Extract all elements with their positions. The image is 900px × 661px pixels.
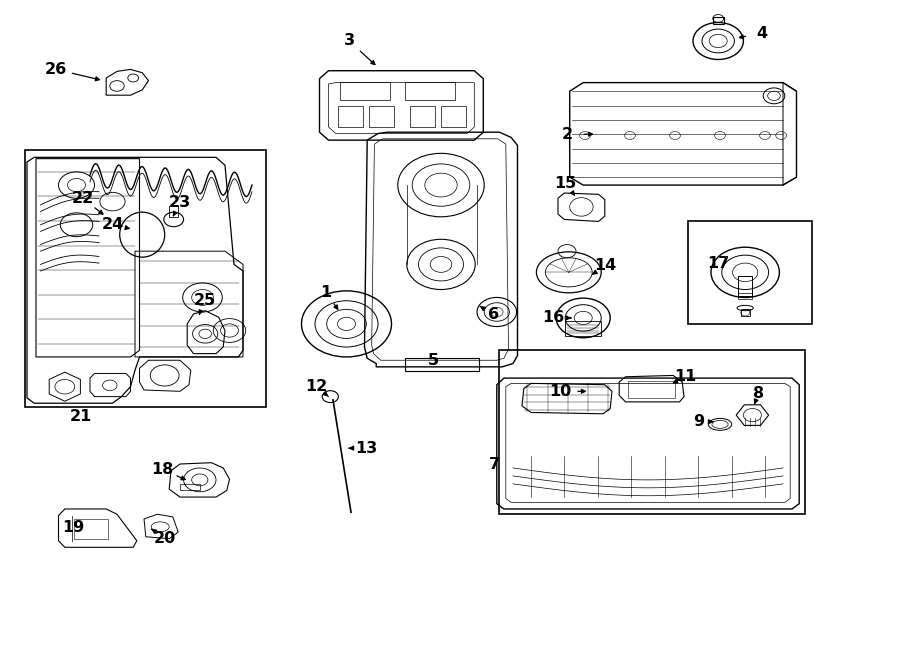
Text: 16: 16 [543,311,564,325]
Text: 26: 26 [45,62,67,77]
Text: 4: 4 [757,26,768,40]
Bar [180,484,200,490]
Bar [441,106,466,127]
Text: 25: 25 [194,293,216,308]
Text: 11: 11 [675,369,697,384]
Text: 3: 3 [344,34,355,48]
Text: 15: 15 [554,176,576,190]
Bar [340,82,390,100]
Text: 20: 20 [154,531,176,545]
Bar [741,309,750,316]
Bar [405,82,454,100]
Text: 12: 12 [306,379,328,394]
Bar [405,358,479,371]
Text: 19: 19 [63,520,85,535]
Text: 18: 18 [151,462,173,477]
Bar [738,276,752,296]
Text: 1: 1 [320,285,331,299]
Text: 22: 22 [72,191,94,206]
Text: 7: 7 [489,457,500,471]
Text: 9: 9 [693,414,704,429]
Bar [410,106,435,127]
Bar [628,381,675,398]
Text: 23: 23 [169,196,191,210]
Text: 13: 13 [356,441,377,455]
Text: 10: 10 [550,384,572,399]
Text: 24: 24 [102,217,123,232]
Text: 17: 17 [707,256,729,270]
Text: 2: 2 [562,127,572,141]
Bar [713,17,724,24]
Bar [738,293,752,299]
Bar [688,221,812,324]
Text: 6: 6 [488,307,499,322]
Text: 21: 21 [70,409,92,424]
Text: 8: 8 [753,386,764,401]
Bar [338,106,363,127]
Text: 14: 14 [595,258,616,273]
Bar [369,106,394,127]
Text: 5: 5 [428,354,439,368]
Bar [499,350,805,514]
Bar [25,150,266,407]
Bar [74,519,108,539]
Bar [169,206,178,217]
Bar [565,321,601,336]
